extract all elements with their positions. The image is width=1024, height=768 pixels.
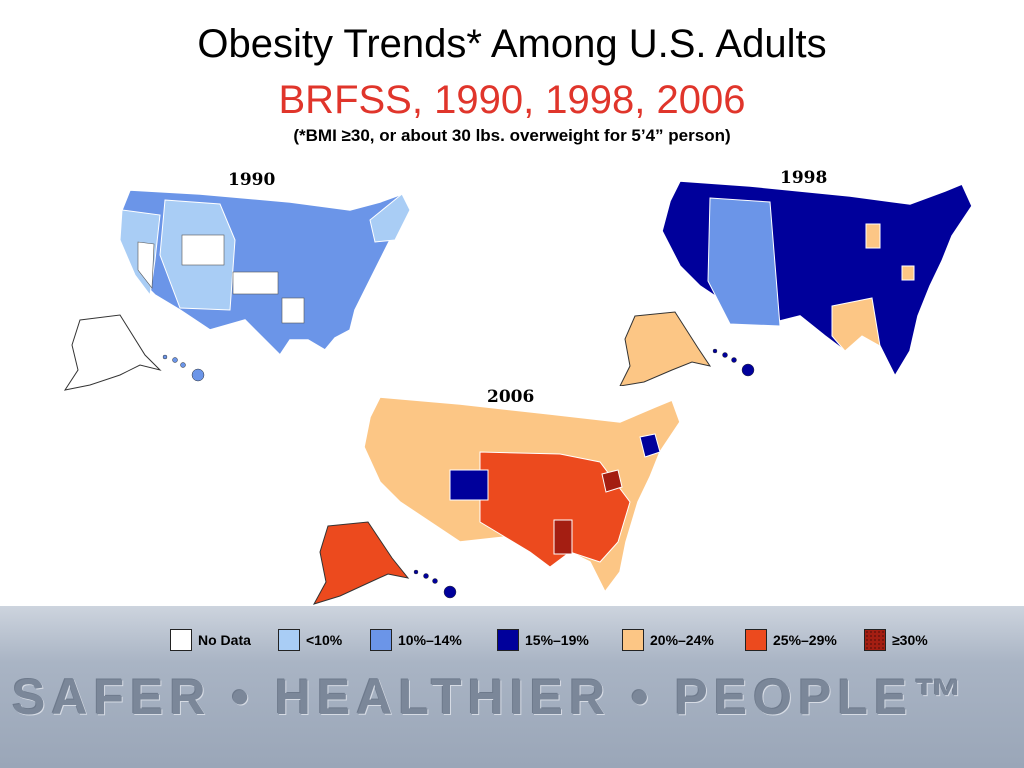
map-1998-mountain-west — [707, 197, 781, 327]
map-1990-nodata-wy — [181, 234, 225, 266]
legend-item-25-29: 25%–29% — [745, 626, 837, 654]
legend-label: 15%–19% — [525, 632, 589, 648]
page-subtitle: BRFSS, 1990, 1998, 2006 — [278, 78, 746, 122]
legend-label: <10% — [306, 632, 343, 648]
map-1998-michigan-light — [865, 223, 881, 249]
map-2006-alaska — [312, 521, 410, 605]
legend-swatch — [864, 629, 886, 651]
us-map-1990 — [63, 189, 411, 391]
map-1990-nodata-ks — [232, 271, 279, 295]
us-map-1998 — [619, 180, 973, 386]
legend-label: No Data — [198, 632, 251, 648]
map-1998-southeast-light — [831, 297, 881, 352]
legend-item-20-24: 20%–24% — [622, 626, 714, 654]
map-2006-mississippi-30plus — [553, 519, 573, 555]
legend-swatch — [497, 629, 519, 651]
year-label-1998: 1998 — [780, 168, 828, 188]
map-1990-nodata-ar — [281, 297, 305, 324]
map-2006-new-england — [639, 433, 661, 458]
legend-label: 25%–29% — [773, 632, 837, 648]
map-2006-wv-30plus — [601, 469, 623, 493]
map-2006-colorado — [449, 469, 489, 501]
map-1990-northeast — [369, 193, 411, 243]
footer-slogan: SAFER • HEALTHIER • PEOPLE™ — [12, 669, 970, 725]
map-1990-nodata-nv — [137, 241, 155, 289]
legend-label: 10%–14% — [398, 632, 462, 648]
map-1990-hawaii — [162, 354, 205, 382]
legend-swatch — [370, 629, 392, 651]
year-label-2006: 2006 — [487, 387, 535, 407]
page-title: Obesity Trends* Among U.S. Adults — [197, 22, 827, 66]
legend-label: ≥30% — [892, 632, 928, 648]
legend-item-lt10: <10% — [278, 626, 342, 654]
legend-item-30plus: ≥30% — [864, 626, 928, 654]
map-1990-alaska — [63, 314, 162, 391]
map-2006-hawaii — [413, 569, 457, 599]
legend-swatch — [170, 629, 192, 651]
us-map-2006 — [312, 396, 681, 605]
legend-swatch — [745, 629, 767, 651]
bmi-footnote: (*BMI ≥30, or about 30 lbs. overweight f… — [293, 126, 731, 145]
map-1998-wv-light — [901, 265, 915, 281]
map-1998-alaska — [619, 311, 712, 386]
legend-label: 20%–24% — [650, 632, 714, 648]
map-1998-hawaii — [712, 348, 755, 377]
legend-swatch — [622, 629, 644, 651]
year-label-1990: 1990 — [228, 170, 276, 190]
map-2006-central-south-high — [479, 451, 631, 568]
legend-item-10-14: 10%–14% — [370, 626, 462, 654]
legend-swatch — [278, 629, 300, 651]
legend-item-no-data: No Data — [170, 626, 251, 654]
legend-item-15-19: 15%–19% — [497, 626, 589, 654]
map-legend: No Data <10% 10%–14% 15%–19% 20%–24% 25%… — [0, 626, 1024, 654]
